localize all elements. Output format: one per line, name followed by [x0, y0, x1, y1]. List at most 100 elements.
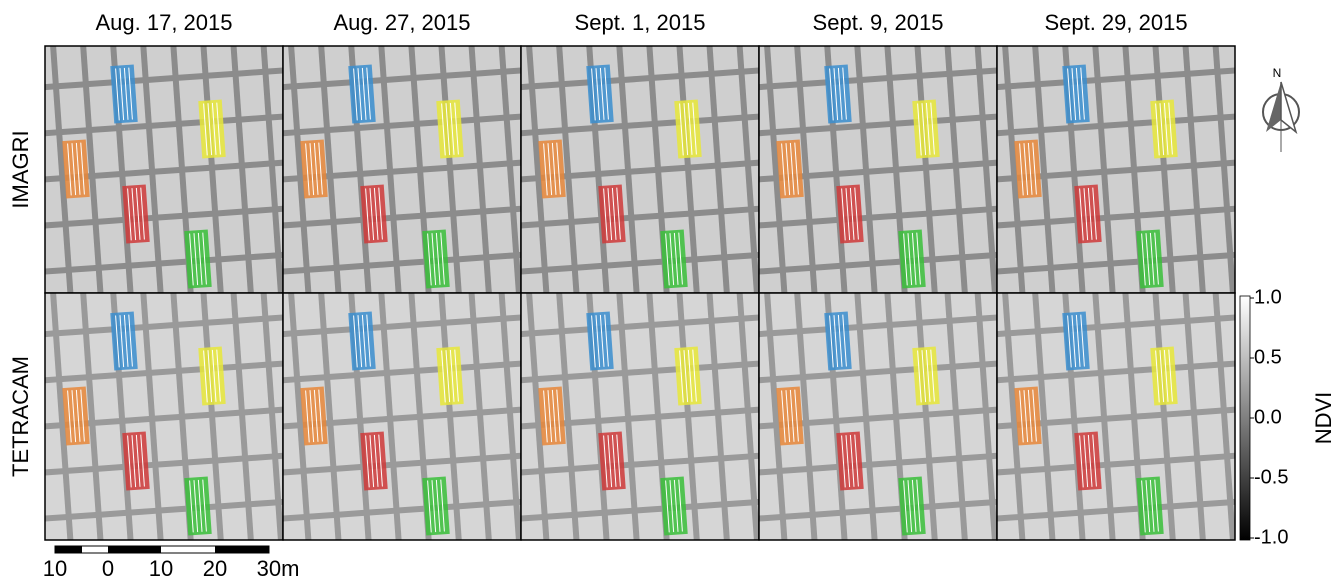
field	[159, 466, 186, 508]
plot	[1075, 185, 1101, 242]
field	[711, 29, 738, 71]
field	[1101, 81, 1128, 123]
image-panel	[264, 27, 546, 315]
plot	[539, 140, 565, 197]
field	[628, 127, 655, 169]
plot	[661, 230, 687, 287]
field	[1194, 121, 1221, 163]
field	[215, 416, 242, 458]
plot	[899, 230, 925, 287]
field	[932, 462, 959, 504]
scale-label: 0	[102, 556, 114, 581]
field	[598, 376, 625, 418]
plot-area	[777, 140, 803, 197]
plot	[1075, 432, 1101, 489]
plot	[1151, 347, 1177, 404]
colorbar-tick-label: 0.0	[1254, 406, 1282, 428]
field	[1008, 42, 1035, 84]
plot-area	[123, 185, 149, 242]
plot-area	[675, 100, 701, 157]
field	[962, 213, 989, 255]
plot	[587, 312, 613, 369]
plot	[825, 312, 851, 369]
colorbar	[1240, 296, 1250, 540]
field	[159, 219, 186, 261]
field	[480, 121, 507, 163]
field	[387, 328, 414, 370]
field	[56, 42, 83, 84]
plot	[675, 100, 701, 157]
plot	[63, 140, 89, 197]
field	[330, 131, 357, 173]
field	[473, 29, 500, 71]
field	[337, 470, 364, 512]
scale-bar	[55, 546, 269, 553]
plot	[1063, 65, 1089, 122]
field	[59, 334, 86, 376]
plot	[423, 477, 449, 534]
plot	[63, 387, 89, 444]
field	[215, 169, 242, 211]
field	[628, 374, 655, 416]
field	[390, 127, 417, 169]
plot-area	[1151, 347, 1177, 404]
field	[239, 75, 266, 117]
field	[185, 171, 212, 213]
field	[565, 85, 592, 127]
field	[1224, 119, 1251, 161]
field	[327, 85, 354, 127]
field	[477, 322, 504, 364]
plot-area	[301, 140, 327, 197]
field	[337, 223, 364, 265]
plot-area	[199, 347, 225, 404]
plot	[661, 477, 687, 534]
plot	[349, 65, 375, 122]
field	[966, 505, 993, 547]
field	[1041, 85, 1068, 127]
field	[32, 135, 59, 177]
plot	[837, 432, 863, 489]
field	[929, 169, 956, 211]
field	[1174, 508, 1201, 550]
field	[876, 512, 903, 554]
field	[813, 223, 840, 265]
plot	[1063, 312, 1089, 369]
plot-area	[599, 185, 625, 242]
field	[39, 474, 66, 516]
row-label: TETRACAM	[8, 356, 33, 477]
field	[899, 171, 926, 213]
field	[638, 512, 665, 554]
field	[773, 87, 800, 129]
field	[218, 462, 245, 504]
plot-area	[913, 100, 939, 157]
column-title: Aug. 17, 2015	[95, 10, 232, 35]
plot-area	[423, 230, 449, 287]
plot	[111, 312, 137, 369]
field	[608, 514, 635, 556]
field	[625, 328, 652, 370]
field	[360, 376, 387, 418]
field	[122, 129, 149, 171]
image-panel	[502, 274, 784, 562]
field	[783, 225, 810, 267]
field	[866, 374, 893, 416]
field	[869, 173, 896, 215]
scale-label: 10	[43, 556, 67, 581]
image-panel	[740, 27, 1022, 315]
plot-area	[361, 185, 387, 242]
image-panel	[978, 27, 1260, 315]
field	[578, 516, 605, 558]
plot	[825, 65, 851, 122]
plot-area	[837, 185, 863, 242]
plot-area	[587, 65, 613, 122]
plot	[777, 140, 803, 197]
field	[959, 167, 986, 209]
field	[1114, 512, 1141, 554]
field	[1200, 460, 1227, 502]
field	[155, 420, 182, 462]
field	[836, 129, 863, 171]
plot	[185, 477, 211, 534]
field	[248, 213, 275, 255]
plot	[301, 387, 327, 444]
plot-area	[661, 477, 687, 534]
